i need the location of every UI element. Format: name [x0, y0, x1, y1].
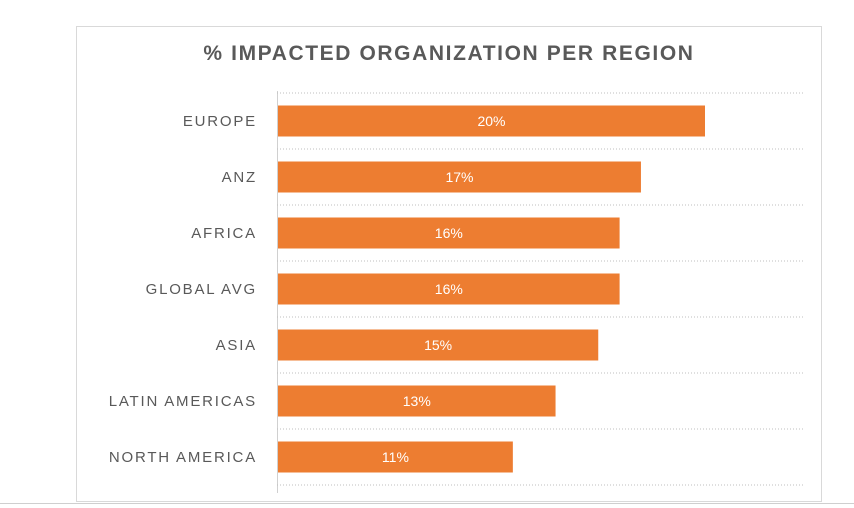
chart-title: % IMPACTED ORGANIZATION PER REGION	[203, 42, 695, 65]
data-label: 16%	[435, 281, 463, 297]
category-label: EUROPE	[183, 113, 257, 130]
data-label: 11%	[382, 449, 409, 465]
category-label: NORTH AMERICA	[109, 449, 257, 466]
category-label: GLOBAL AVG	[146, 281, 257, 298]
bar	[278, 217, 620, 249]
category-label: LATIN AMERICAS	[109, 393, 257, 410]
bar	[278, 329, 599, 361]
data-label: 17%	[445, 169, 473, 185]
data-label: 13%	[403, 393, 431, 409]
bar	[278, 385, 556, 417]
bottom-divider	[0, 503, 854, 504]
bar	[278, 161, 641, 193]
bar	[278, 273, 620, 305]
bar	[278, 105, 705, 137]
data-label: 16%	[435, 225, 463, 241]
category-label: ANZ	[222, 169, 257, 186]
bar	[278, 441, 513, 473]
data-label: 15%	[424, 337, 452, 353]
category-label: ASIA	[216, 337, 257, 354]
data-label: 20%	[477, 113, 505, 129]
category-label: AFRICA	[191, 225, 257, 242]
chart-frame	[76, 26, 822, 502]
